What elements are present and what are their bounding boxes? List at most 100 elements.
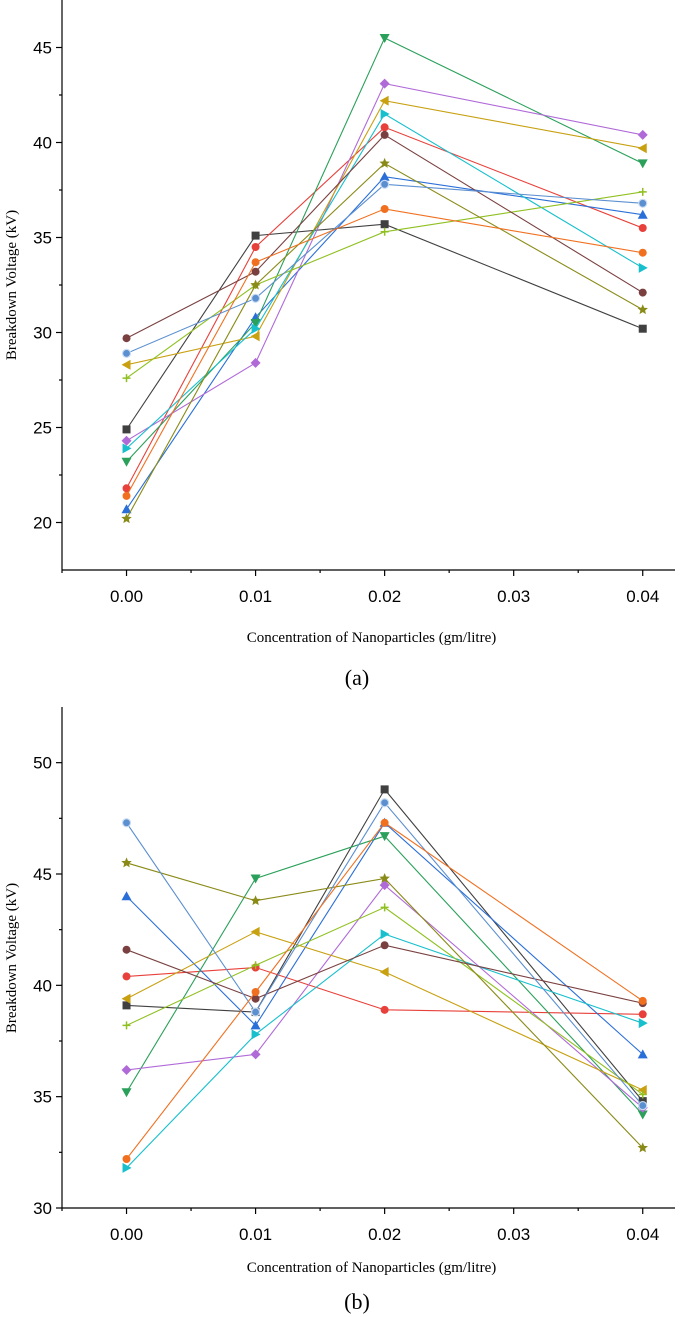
data-point (638, 324, 647, 333)
series-line (126, 208, 643, 497)
data-point (121, 1088, 132, 1098)
x-tick-label: 0.03 (497, 587, 530, 606)
data-point (121, 513, 132, 524)
series-line (126, 966, 643, 1015)
y-tick-label: 20 (33, 514, 52, 533)
series-line (126, 931, 643, 1091)
series-line (126, 933, 643, 1169)
x-tick-label: 0.00 (110, 1225, 143, 1244)
data-point (122, 443, 132, 454)
data-point (251, 988, 260, 997)
panel-a-chart: 20 25 30 35 40 45 0.00 0.01 0.02 0.03 0.04 Concentr… (4, 0, 675, 690)
data-point (121, 891, 132, 901)
series-line (126, 183, 643, 354)
data-point (380, 798, 390, 808)
data-point (380, 123, 389, 132)
series-S6 (121, 926, 647, 1095)
data-point (250, 926, 260, 937)
y-tick-label: 50 (33, 754, 52, 773)
data-point (250, 293, 261, 303)
data-point (250, 279, 261, 290)
data-point (380, 929, 390, 940)
data-point (637, 1084, 647, 1095)
data-point (380, 109, 390, 119)
data-point (638, 996, 647, 1005)
data-point (380, 220, 389, 229)
data-point (251, 258, 260, 267)
series-S9 (121, 157, 648, 524)
data-point (122, 484, 131, 493)
data-point (380, 1005, 389, 1014)
data-point (637, 129, 648, 140)
series-line (126, 862, 644, 1149)
data-point (250, 1020, 261, 1030)
y-tick-label: 40 (33, 134, 52, 153)
data-point (122, 425, 131, 434)
x-axis-title: Concentration of Nanoparticles (gm/litre… (247, 1260, 497, 1276)
data-point (250, 1049, 261, 1060)
y-tick-label: 25 (33, 419, 52, 438)
series-S9 (121, 857, 648, 1153)
data-point (637, 304, 648, 315)
data-point (380, 818, 389, 827)
data-point (379, 171, 390, 181)
data-point (380, 903, 389, 912)
data-point (121, 359, 131, 370)
data-point (251, 994, 260, 1003)
data-point (251, 243, 260, 251)
x-tick-label: 0.02 (368, 1225, 401, 1244)
series-line (126, 191, 643, 379)
data-point (121, 993, 131, 1004)
data-point (122, 1001, 131, 1010)
data-point (638, 1018, 648, 1029)
data-point (379, 157, 390, 168)
data-point (122, 1155, 131, 1164)
data-point (122, 1021, 131, 1030)
series-S8 (122, 903, 647, 1099)
data-point (251, 1029, 261, 1040)
x-tick-label: 0.04 (626, 1225, 659, 1244)
data-point (637, 143, 647, 154)
data-point (251, 961, 260, 970)
series-S1 (122, 220, 647, 434)
series-line (126, 100, 643, 366)
data-point (121, 818, 132, 828)
y-tick-label: 45 (33, 865, 52, 884)
panel-b-chart: 30 35 40 45 50 0.00 0.01 0.02 0.03 0.04 Concentrat… (4, 707, 675, 1314)
data-point (638, 262, 648, 273)
series-line (126, 37, 643, 463)
data-point (122, 1162, 132, 1173)
data-point (638, 224, 647, 232)
data-point (379, 966, 389, 977)
series-line (126, 176, 643, 510)
data-point (637, 209, 648, 219)
data-point (638, 288, 647, 297)
data-point (638, 198, 648, 208)
data-point (122, 374, 131, 383)
data-point (379, 34, 390, 43)
x-tick-label: 0.03 (497, 1225, 530, 1244)
series-S12 (122, 818, 647, 1164)
data-point (250, 1007, 261, 1017)
data-point (250, 331, 260, 342)
y-tick-label: 40 (33, 976, 52, 995)
y-axis-title: Breakdown Voltage (kV) (4, 210, 20, 360)
data-point (637, 159, 648, 169)
data-point (121, 457, 132, 467)
series-S4 (121, 34, 648, 467)
data-point (380, 179, 390, 189)
data-point (250, 357, 261, 368)
data-point (251, 323, 261, 334)
series-S4 (121, 832, 648, 1120)
y-tick-label: 35 (33, 1088, 52, 1107)
series-line (126, 944, 643, 1004)
series-line (126, 162, 644, 519)
panel-label: (b) (344, 1289, 370, 1314)
data-point (380, 227, 389, 236)
series-line (126, 884, 644, 1109)
x-axis-title: Concentration of Nanoparticles (gm/litre… (247, 630, 497, 646)
data-point (637, 1049, 648, 1059)
data-point (380, 130, 389, 139)
data-point (638, 1010, 647, 1019)
